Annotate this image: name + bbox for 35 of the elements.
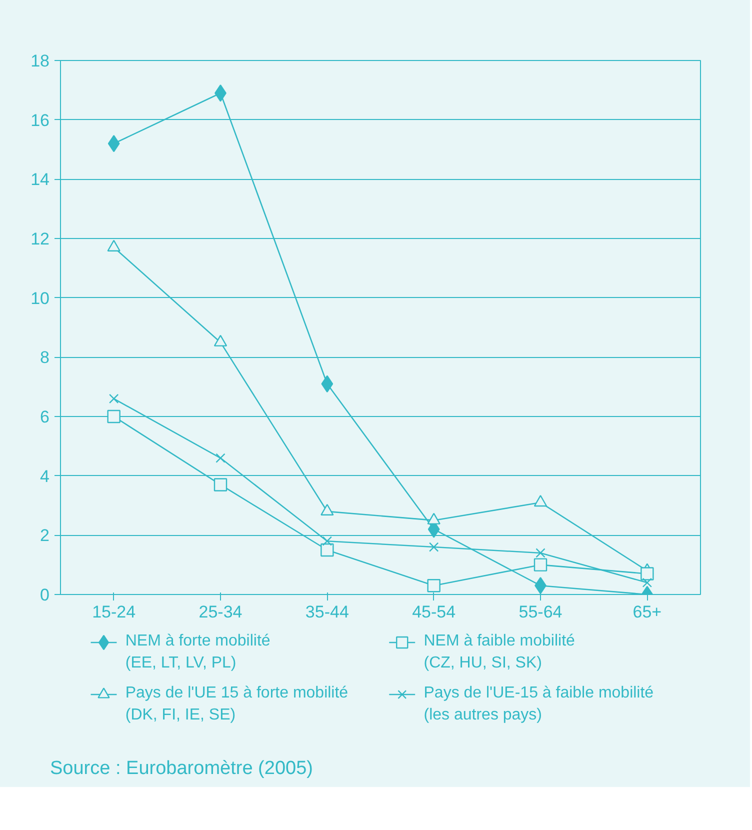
- legend-label: Pays de l'UE-15 à faible mobilité (les autres pays): [424, 684, 654, 724]
- y-tick-label: 0: [40, 586, 50, 604]
- legend-label: Pays de l'UE 15 à forte mobilité (DK, FI, IE, SE): [125, 684, 348, 724]
- y-tick-label: 6: [40, 408, 50, 426]
- point: [427, 579, 440, 592]
- point: [536, 548, 546, 558]
- point: [640, 567, 654, 580]
- y-tick-label: 14: [30, 170, 50, 190]
- point: [108, 394, 119, 404]
- point: [534, 558, 548, 572]
- legend-label: NEM à faible mobilité (CZ, HU, SI, SK): [424, 632, 576, 672]
- point: [534, 495, 548, 507]
- y-tick-label: 4: [40, 466, 50, 486]
- point: [322, 536, 332, 546]
- x-tick-label: 55-64: [518, 602, 562, 622]
- point: [428, 542, 439, 552]
- source-note: Source : Eurobaromètre (2005): [50, 757, 313, 781]
- y-tick-label: 2: [40, 526, 50, 546]
- point: [214, 478, 228, 492]
- point: [216, 453, 226, 463]
- y-tick-label: 12: [30, 230, 50, 248]
- x-tick-label: 25-34: [198, 602, 242, 622]
- point: [642, 578, 652, 588]
- y-tick-label: 16: [30, 110, 50, 130]
- point: [107, 410, 120, 424]
- point: [321, 375, 334, 392]
- y-tick-label: 10: [30, 288, 50, 308]
- x-tick-label: 15-24: [92, 602, 136, 622]
- x-tick-label: 45-54: [412, 602, 456, 622]
- point: [320, 543, 334, 557]
- x-tick-label: 65+: [632, 602, 662, 622]
- x-tick-label: 35-44: [305, 602, 349, 622]
- y-tick-label: 8: [40, 348, 50, 368]
- y-tick-label: 18: [30, 52, 50, 70]
- legend-label: NEM à forte mobilité (EE, LT, LV, PL): [125, 632, 270, 672]
